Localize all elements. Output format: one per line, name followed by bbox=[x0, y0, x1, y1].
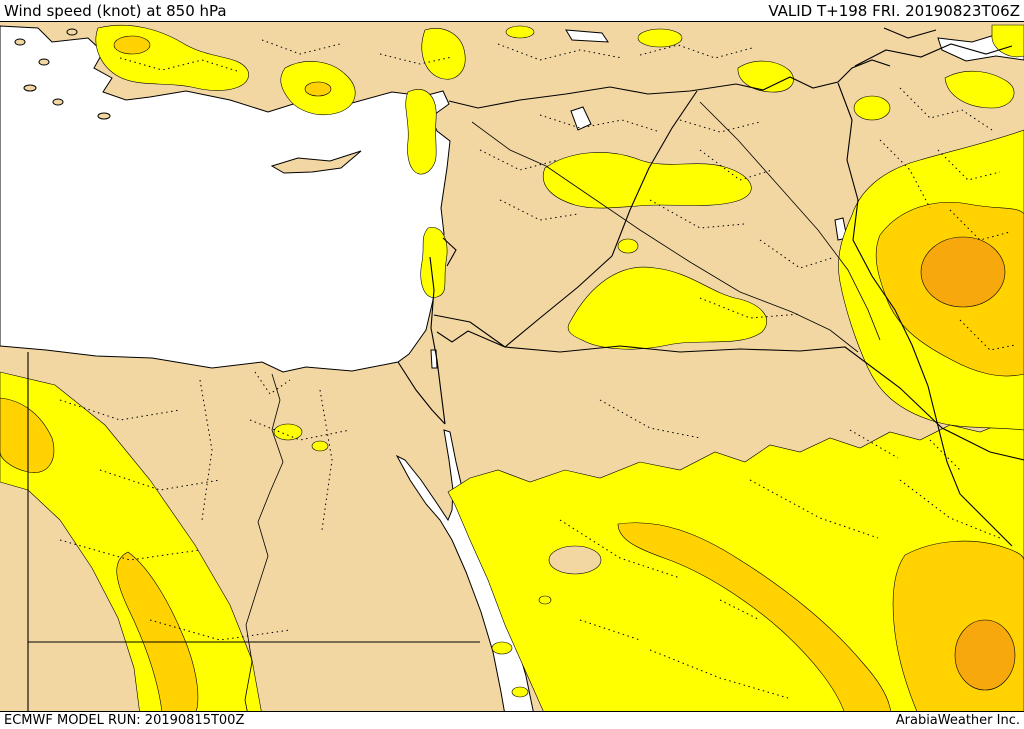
admin-boundary bbox=[879, 139, 931, 209]
wind-core-saudi-se bbox=[892, 540, 1024, 715]
wind-spot bbox=[491, 641, 513, 655]
country-border-jordan-israel bbox=[429, 256, 446, 425]
wind-spot bbox=[273, 423, 303, 441]
admin-boundary bbox=[479, 149, 559, 171]
wind-spot bbox=[505, 25, 535, 39]
country-border-iran-iraq bbox=[837, 82, 1013, 547]
island-group bbox=[14, 28, 362, 174]
wind-core-turkey-west bbox=[113, 35, 151, 55]
country-border-caucasus bbox=[854, 43, 1013, 67]
wind-hole bbox=[548, 545, 602, 575]
wind-region-turkey-east bbox=[737, 60, 794, 93]
wind-spot bbox=[511, 686, 529, 698]
country-border-jordan-iraq bbox=[504, 255, 613, 348]
wind-region-turkey-north bbox=[421, 28, 466, 80]
wind-max-iran bbox=[920, 236, 1006, 308]
model-run-label: ECMWF MODEL RUN: 20190815T00Z bbox=[4, 713, 245, 728]
country-border-lebanon-syria bbox=[442, 237, 457, 267]
wind-regions-level3 bbox=[920, 236, 1016, 691]
country-border-caucasus-north bbox=[883, 27, 937, 39]
river-nile bbox=[244, 373, 284, 716]
wind-region-syria-jordan bbox=[567, 266, 768, 350]
wind-spot bbox=[538, 595, 552, 605]
admin-boundary bbox=[539, 114, 661, 133]
country-border-turkey-south bbox=[448, 59, 891, 109]
header-bar: Wind speed (knot) at 850 hPa VALID T+198… bbox=[0, 0, 1024, 22]
admin-boundary bbox=[379, 53, 453, 65]
admin-boundary bbox=[599, 399, 701, 439]
admin-boundary bbox=[199, 379, 213, 521]
admin-boundary bbox=[759, 239, 833, 269]
wind-regions-level2 bbox=[0, 35, 1024, 715]
admin-boundary bbox=[59, 399, 181, 421]
wind-spot bbox=[637, 28, 683, 48]
river-group bbox=[244, 101, 881, 716]
wind-region-hatay-coast bbox=[405, 89, 437, 175]
admin-boundary bbox=[499, 199, 579, 221]
admin-boundary bbox=[749, 479, 879, 539]
river-euphrates bbox=[471, 121, 859, 353]
wind-region-lebanon-coast bbox=[420, 227, 448, 298]
admin-boundary bbox=[849, 429, 899, 459]
wind-core-turkey-central bbox=[304, 81, 332, 97]
admin-boundary bbox=[99, 469, 221, 491]
admin-boundary bbox=[699, 149, 773, 181]
country-border-iraq-saudi bbox=[504, 345, 1024, 461]
aegean-island bbox=[38, 58, 50, 66]
lake-anatolia bbox=[565, 29, 609, 43]
admin-boundary bbox=[899, 479, 1001, 539]
wind-spot bbox=[617, 238, 639, 254]
aegean-island bbox=[52, 98, 64, 106]
aegean-island bbox=[23, 84, 37, 92]
wind-region-north-syria bbox=[543, 152, 752, 209]
cyprus-island bbox=[270, 150, 362, 174]
lake-tuz bbox=[570, 106, 592, 131]
admin-boundary bbox=[497, 43, 623, 61]
aegean-island bbox=[14, 38, 26, 46]
admin-boundary bbox=[899, 87, 993, 131]
aegean-island bbox=[66, 28, 78, 36]
wind-region-azerbaijan bbox=[944, 70, 1015, 109]
valid-time-label: VALID T+198 FRI. 20190823T06Z bbox=[768, 1, 1020, 20]
admin-boundary bbox=[319, 389, 333, 531]
river-tigris bbox=[699, 101, 881, 341]
country-borders bbox=[27, 27, 1024, 715]
country-border-israel-egypt bbox=[397, 361, 446, 425]
country-border-syria-jordan bbox=[433, 314, 506, 348]
country-border-syria-iraq bbox=[611, 90, 698, 257]
page-title: Wind speed (knot) at 850 hPa bbox=[4, 1, 227, 20]
wind-max-saudi-se bbox=[954, 619, 1016, 691]
admin-boundary bbox=[579, 619, 641, 641]
country-border-jordan-saudi bbox=[436, 330, 506, 348]
wind-spot bbox=[311, 440, 329, 452]
wind-spot bbox=[853, 95, 891, 121]
admin-boundary bbox=[261, 39, 341, 55]
admin-boundary bbox=[649, 649, 789, 699]
aegean-island bbox=[97, 112, 111, 120]
admin-boundary bbox=[559, 519, 681, 579]
footer-bar: ECMWF MODEL RUN: 20190815T00Z ArabiaWeat… bbox=[0, 711, 1024, 729]
brand-label: ArabiaWeather Inc. bbox=[895, 713, 1020, 728]
